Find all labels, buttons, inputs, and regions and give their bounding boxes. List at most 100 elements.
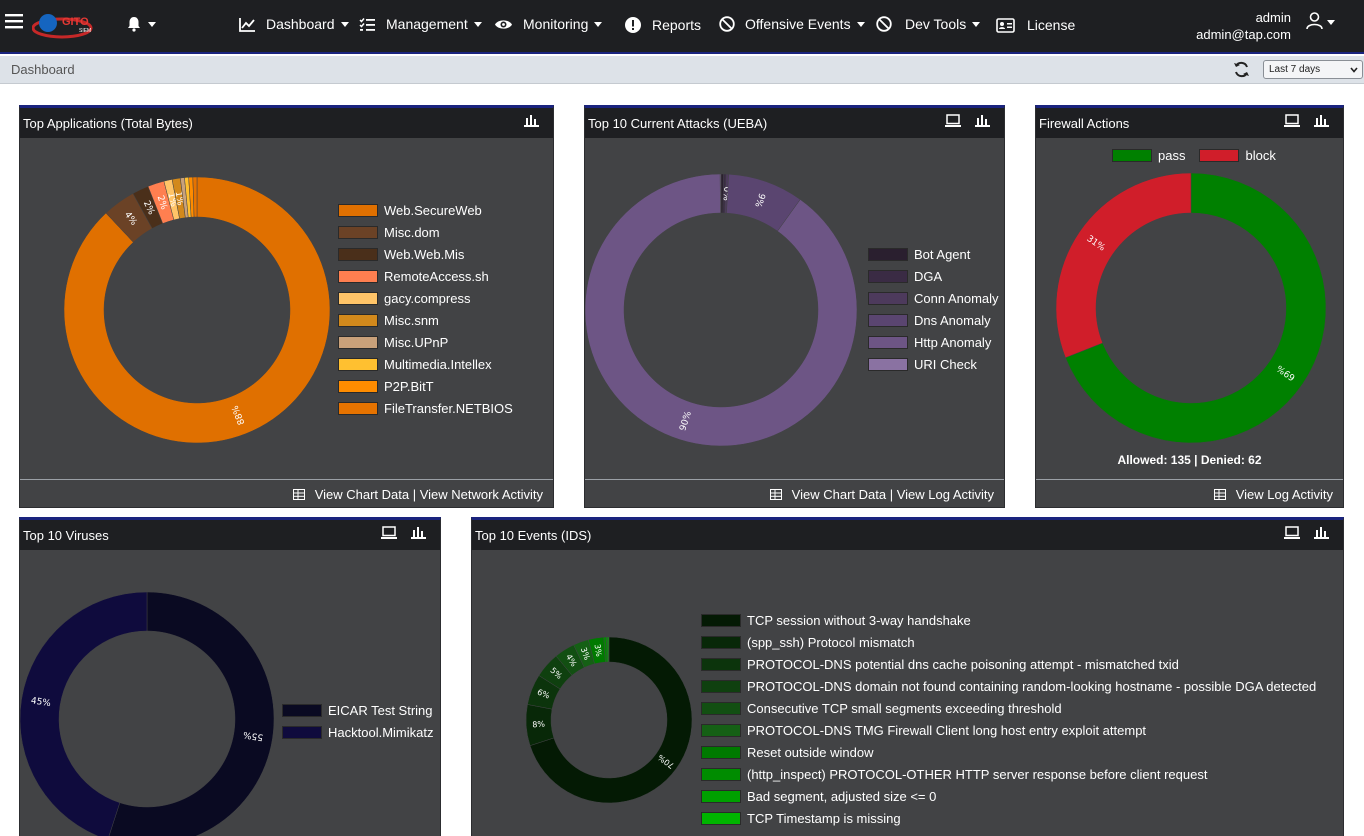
laptop-icon[interactable] (1284, 114, 1300, 127)
laptop-icon[interactable] (1284, 526, 1300, 539)
legend-label: Misc.snm (384, 312, 439, 328)
legend-label: (spp_ssh) Protocol mismatch (747, 634, 915, 650)
chevron-down-icon (340, 21, 349, 27)
legend-label: Consecutive TCP small segments exceeding… (747, 700, 1062, 716)
slice-uri-check[interactable] (719, 173, 722, 214)
nav-monitoring[interactable]: Monitoring (494, 16, 603, 32)
legend-item-http-anomaly[interactable]: Http Anomaly (868, 331, 999, 353)
chevron-down-icon (473, 21, 482, 27)
legend-item-consecutive-tcp-small-segments-exceeding-threshold[interactable]: Consecutive TCP small segments exceeding… (701, 697, 1316, 719)
legend-item-tcp-timestamp-is-missing[interactable]: TCP Timestamp is missing (701, 807, 1316, 829)
legend-item-dns-anomaly[interactable]: Dns Anomaly (868, 309, 999, 331)
line-chart-icon (239, 17, 256, 32)
slice-tcp-session-without-3-way-handshake[interactable] (529, 636, 693, 804)
legend-item-bad-segment-adjusted-size-0[interactable]: Bad segment, adjusted size <= 0 (701, 785, 1316, 807)
legend-item-p2p-bitt[interactable]: P2P.BitT (338, 375, 513, 397)
legend-swatch (282, 725, 322, 739)
nav-management[interactable]: Management (359, 16, 482, 32)
legend-item-filetransfer-netbios[interactable]: FileTransfer.NETBIOS (338, 397, 513, 419)
slice-http-anomaly[interactable] (585, 173, 858, 447)
legend-label: PROTOCOL-DNS TMG Firewall Client long ho… (747, 722, 1147, 738)
hamburger-menu-icon[interactable] (5, 13, 23, 29)
exclamation-circle-icon (625, 17, 641, 33)
panel-firewall-actions: Firewall Actions pass block 69% 31% Allow… (1035, 105, 1344, 508)
nav-license[interactable]: License (996, 17, 1075, 33)
legend-label: Bad segment, adjusted size <= 0 (747, 788, 937, 804)
footer-link-text: View Log Activity (1235, 487, 1333, 502)
legend-item-misc-snm[interactable]: Misc.snm (338, 309, 513, 331)
notifications-bell-icon[interactable] (126, 16, 156, 32)
nav-dev-tools[interactable]: Dev Tools (876, 16, 981, 32)
legend-item-eicar-test-string[interactable]: EICAR Test String (282, 699, 433, 721)
legend-label: Hacktool.Mimikatz (328, 724, 434, 740)
breadcrumb[interactable]: Dashboard (11, 62, 75, 77)
ban-icon (719, 16, 735, 32)
legend-swatch (701, 679, 741, 693)
panel-title: Firewall Actions (1039, 116, 1130, 131)
firewall-summary: Allowed: 135 | Denied: 62 (1117, 453, 1262, 467)
nav-offensive-events[interactable]: Offensive Events (719, 16, 865, 32)
table-icon (769, 489, 782, 500)
legend-item-dga[interactable]: DGA (868, 265, 999, 287)
legend-item-reset-outside-window[interactable]: Reset outside window (701, 741, 1316, 763)
legend-label: EICAR Test String (328, 702, 433, 718)
footer-link-text: View Chart Data | View Log Activity (791, 487, 994, 502)
panel-header: Top 10 Viruses (20, 520, 440, 550)
nav-reports[interactable]: Reports (625, 17, 701, 33)
legend-label: PROTOCOL-DNS potential dns cache poisoni… (747, 656, 1179, 672)
bar-chart-icon[interactable] (524, 114, 539, 127)
view-log-activity-link[interactable]: View Log Activity (1213, 487, 1333, 502)
app-logo[interactable]: GITO SIEM (32, 9, 96, 41)
top-attacks-donut-chart: 0% 9%90% (585, 173, 858, 447)
user-icon (1306, 12, 1323, 33)
laptop-icon[interactable] (381, 526, 397, 539)
user-menu[interactable] (1306, 12, 1335, 33)
legend-label: (http_inspect) PROTOCOL-OTHER HTTP serve… (747, 766, 1208, 782)
legend-item-bot-agent[interactable]: Bot Agent (868, 243, 999, 265)
view-chart-data-link[interactable]: View Chart Data | View Network Activity (292, 487, 543, 502)
legend-swatch (338, 225, 378, 239)
legend-swatch (868, 247, 908, 261)
view-chart-data-link[interactable]: View Chart Data | View Log Activity (769, 487, 994, 502)
legend-item-protocol-dns-tmg-firewall-client-long-host-entry-exploit-attempt[interactable]: PROTOCOL-DNS TMG Firewall Client long ho… (701, 719, 1316, 741)
slice-eicar-test-string[interactable] (108, 591, 275, 836)
bar-chart-icon[interactable] (975, 114, 990, 127)
legend-item-multimedia-intellex[interactable]: Multimedia.Intellex (338, 353, 513, 375)
legend-item-spp-ssh-protocol-mismatch[interactable]: (spp_ssh) Protocol mismatch (701, 631, 1316, 653)
legend-item-http-inspect-protocol-other-http-server-response-before-client-request[interactable]: (http_inspect) PROTOCOL-OTHER HTTP serve… (701, 763, 1316, 785)
legend-item-conn-anomaly[interactable]: Conn Anomaly (868, 287, 999, 309)
bar-chart-icon[interactable] (411, 526, 426, 539)
laptop-icon[interactable] (945, 114, 961, 127)
slice-hacktool-mimikatz[interactable] (20, 591, 148, 836)
legend-item-tcp-session-without-3-way-handshake[interactable]: TCP session without 3-way handshake (701, 609, 1316, 631)
slice-label-conn-anomaly: 0% (721, 186, 732, 201)
legend-item-web-web-mis[interactable]: Web.Web.Mis (338, 243, 513, 265)
refresh-icon[interactable] (1233, 61, 1250, 83)
legend-swatch (338, 313, 378, 327)
legend-item-uri-check[interactable]: URI Check (868, 353, 999, 375)
legend-item-protocol-dns-potential-dns-cache-poisoning-attempt-mismatched-txid[interactable]: PROTOCOL-DNS potential dns cache poisoni… (701, 653, 1316, 675)
legend-item-misc-dom[interactable]: Misc.dom (338, 221, 513, 243)
legend-label: TCP session without 3-way handshake (747, 612, 971, 628)
bar-chart-icon[interactable] (1314, 526, 1329, 539)
bar-chart-icon[interactable] (1314, 114, 1329, 127)
nav-dashboard[interactable]: Dashboard (239, 16, 349, 32)
legend-item-web-secureweb[interactable]: Web.SecureWeb (338, 199, 513, 221)
nav-management-label: Management (386, 16, 468, 32)
slice-block[interactable] (1055, 172, 1192, 359)
legend-item-hacktool-mimikatz[interactable]: Hacktool.Mimikatz (282, 721, 433, 743)
legend-item-remoteaccess-sh[interactable]: RemoteAccess.sh (338, 265, 513, 287)
time-range-select[interactable]: Last 7 days (1263, 60, 1363, 79)
legend-swatch-block (1199, 149, 1240, 162)
legend-label: Misc.UPnP (384, 334, 449, 350)
legend-item-misc-upnp[interactable]: Misc.UPnP (338, 331, 513, 353)
legend-swatch (701, 635, 741, 649)
slice-web-secureweb[interactable] (63, 176, 331, 444)
legend-label-pass: pass (1158, 148, 1186, 163)
slice-pass[interactable] (1065, 172, 1327, 444)
slice-filetransfer-netbios[interactable] (192, 176, 198, 218)
slice-tcp-timestamp-is-missing[interactable] (607, 636, 610, 663)
legend-item-gacy-compress[interactable]: gacy.compress (338, 287, 513, 309)
viruses-legend: EICAR Test String Hacktool.Mimikatz (282, 699, 433, 743)
legend-item-protocol-dns-domain-not-found-containing-random-looking-hostname-possible-dga-detected[interactable]: PROTOCOL-DNS domain not found containing… (701, 675, 1316, 697)
